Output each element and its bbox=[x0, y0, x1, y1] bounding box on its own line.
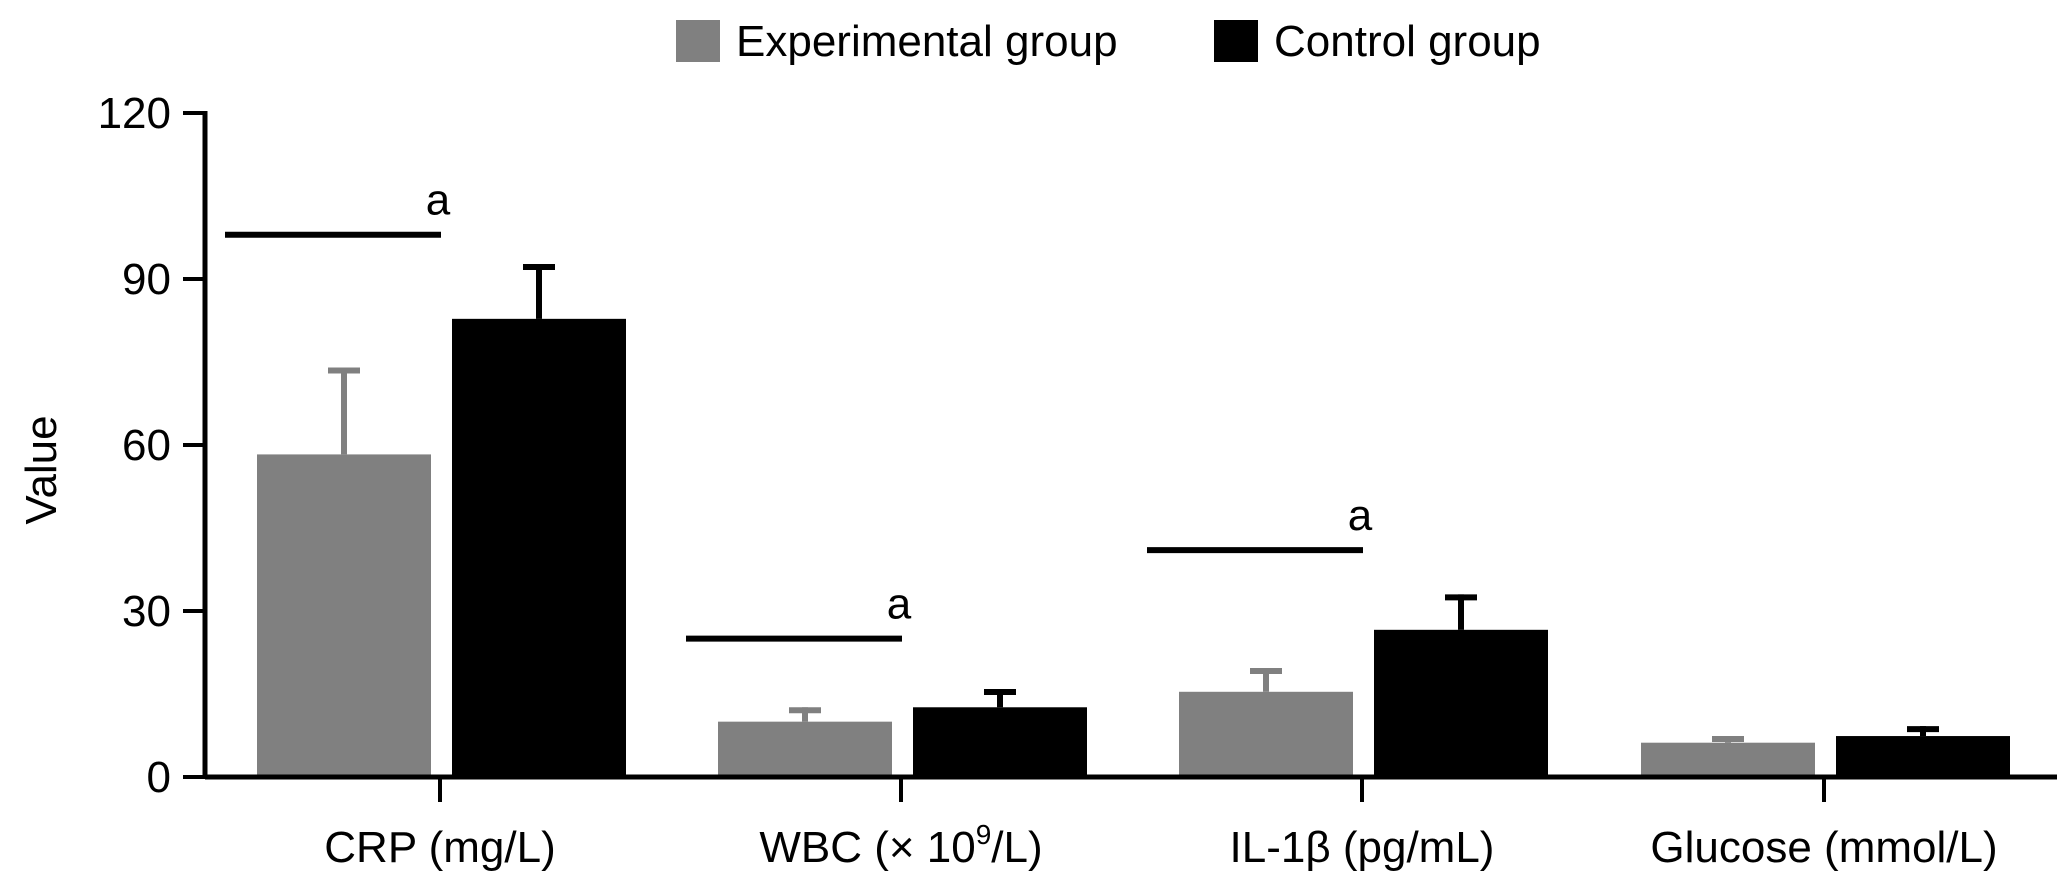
x-tick-label: WBC (× 109/L) bbox=[759, 819, 1042, 872]
x-tick-label-part: /L) bbox=[991, 823, 1042, 872]
bar bbox=[257, 454, 431, 777]
bar bbox=[452, 318, 626, 777]
x-tick-label-superscript: 9 bbox=[976, 819, 992, 850]
legend-swatch-experimental bbox=[676, 20, 720, 62]
bar bbox=[1374, 629, 1548, 777]
bar bbox=[913, 707, 1087, 777]
bar bbox=[1836, 736, 2010, 777]
y-tick-label: 0 bbox=[147, 753, 171, 802]
significance-label: a bbox=[1348, 491, 1373, 540]
bar bbox=[718, 721, 892, 777]
plot-area: 0 30 60 90 120 a a a bbox=[98, 89, 2057, 802]
bar bbox=[1641, 742, 1815, 777]
y-tick-label: 60 bbox=[122, 421, 171, 470]
x-tick-labels: CRP (mg/L) WBC (× 109/L) IL-1β (pg/mL) G… bbox=[324, 819, 1997, 872]
legend-label-control: Control group bbox=[1274, 17, 1541, 66]
x-tick-label-part: WBC (× 10 bbox=[759, 823, 975, 872]
legend: Experimental group Control group bbox=[676, 17, 1541, 66]
y-tick-label: 120 bbox=[98, 89, 171, 138]
bar bbox=[1179, 691, 1353, 777]
legend-swatch-control bbox=[1214, 20, 1258, 62]
x-tick-label: IL-1β (pg/mL) bbox=[1230, 823, 1495, 872]
significance-label: a bbox=[426, 176, 451, 225]
x-tick-label: CRP (mg/L) bbox=[324, 823, 555, 872]
y-tick-label: 90 bbox=[122, 255, 171, 304]
legend-label-experimental: Experimental group bbox=[736, 17, 1118, 66]
significance-label: a bbox=[887, 580, 912, 629]
y-axis-label: Value bbox=[17, 415, 66, 524]
y-tick-label: 30 bbox=[122, 587, 171, 636]
x-tick-label: Glucose (mmol/L) bbox=[1650, 823, 1997, 872]
